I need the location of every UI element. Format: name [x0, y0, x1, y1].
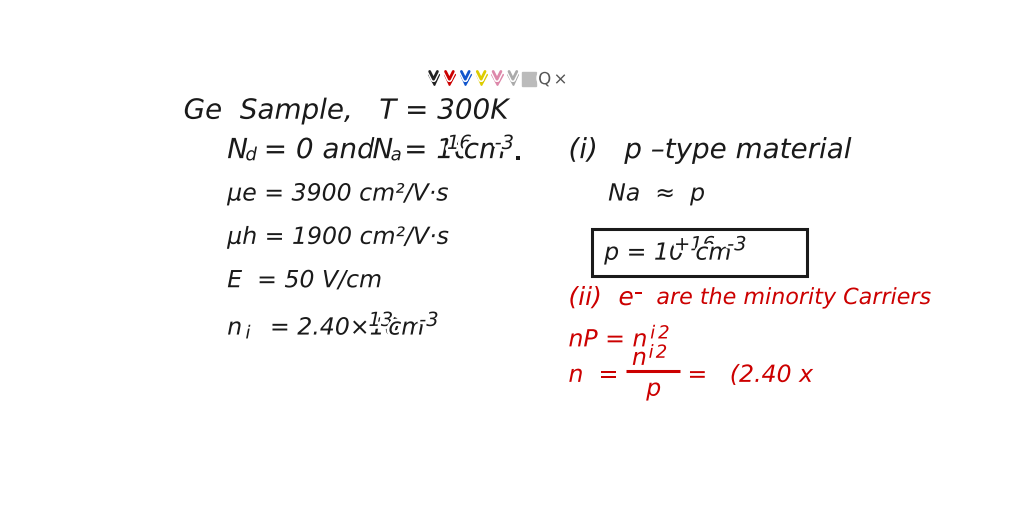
Text: n: n	[227, 315, 243, 339]
Text: Q: Q	[539, 70, 551, 88]
Text: e: e	[618, 286, 634, 310]
Text: n: n	[568, 363, 584, 387]
Bar	[592, 229, 807, 276]
Text: 2: 2	[655, 344, 668, 362]
Text: Ge  Sample,   T = 300K: Ge Sample, T = 300K	[183, 97, 509, 125]
Text: = 2.40×10: = 2.40×10	[255, 315, 399, 339]
Text: p = 10: p = 10	[604, 241, 684, 265]
Text: d: d	[246, 146, 257, 164]
Text: +16: +16	[674, 235, 715, 254]
Text: cm: cm	[388, 315, 424, 339]
Text: p: p	[646, 377, 662, 401]
Text: E  = 50 V/cm: E = 50 V/cm	[227, 268, 382, 292]
Text: are the minority Carriers: are the minority Carriers	[642, 288, 932, 308]
Text: i: i	[648, 344, 653, 362]
Text: =: =	[599, 363, 618, 387]
Text: -3: -3	[419, 311, 438, 330]
Text: (ii): (ii)	[568, 286, 602, 310]
Text: 2: 2	[658, 325, 670, 343]
Text: nP = n: nP = n	[568, 327, 647, 351]
Text: n: n	[632, 346, 647, 370]
Text: ×: ×	[554, 70, 567, 88]
Text: N: N	[373, 136, 393, 164]
Text: μe = 3900 cm²/V·s: μe = 3900 cm²/V·s	[227, 182, 449, 205]
Text: –: –	[634, 284, 643, 302]
Text: cm: cm	[695, 241, 731, 265]
Text: -3: -3	[495, 134, 514, 153]
Text: a: a	[391, 146, 401, 164]
Text: 16: 16	[447, 134, 472, 153]
Text: cm: cm	[464, 136, 506, 164]
Text: = 0: = 0	[255, 136, 313, 164]
Text: (i)   p –type material: (i) p –type material	[568, 136, 852, 164]
Text: = 10: = 10	[404, 136, 471, 164]
Text: μh = 1900 cm²/V·s: μh = 1900 cm²/V·s	[227, 225, 449, 249]
Text: -3: -3	[727, 235, 746, 254]
Text: and: and	[323, 136, 375, 164]
Text: i: i	[650, 325, 655, 343]
Text: N: N	[227, 136, 248, 164]
Text: 13: 13	[369, 311, 393, 330]
Text: =   (2.40 x: = (2.40 x	[687, 363, 813, 387]
Text: i: i	[246, 325, 251, 343]
Text: Na  ≈  p: Na ≈ p	[608, 182, 705, 205]
Text: .: .	[513, 134, 523, 166]
